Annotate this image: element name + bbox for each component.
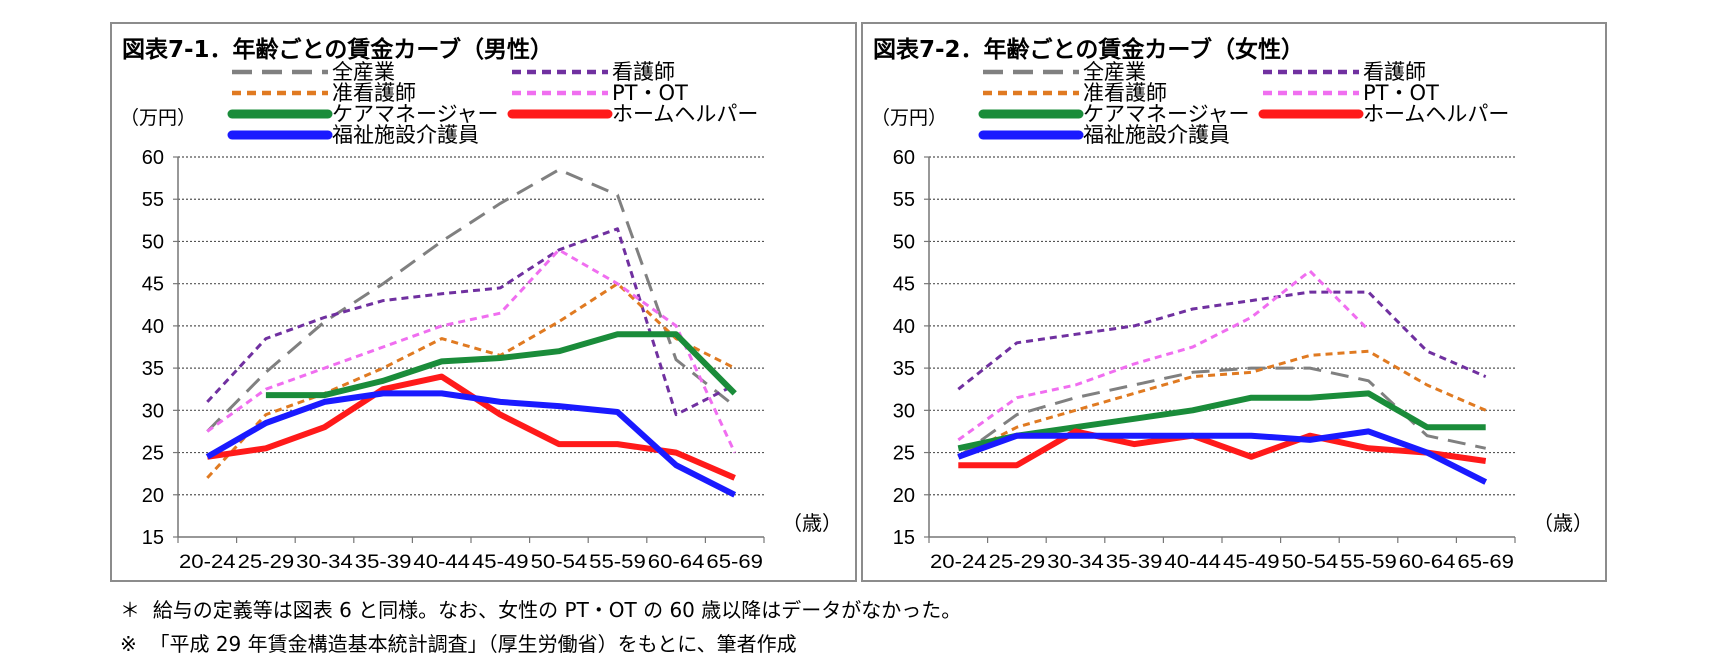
x-tick-label: 60-64	[648, 552, 705, 573]
y-tick-label: 15	[893, 527, 915, 549]
legend-label-pt-ot: PT・OT	[1363, 81, 1439, 105]
y-tick-label: 30	[142, 400, 164, 422]
y-tick-label: 50	[893, 231, 915, 253]
x-tick-label: 35-39	[355, 552, 412, 573]
chart-panel-female: 図表7-2．年齢ごとの賃金カーブ（女性） （万円） （歳） 15 20 25 30 35…	[861, 22, 1607, 582]
x-tick-label: 50-54	[531, 552, 588, 573]
y-tick-label: 40	[142, 316, 164, 338]
x-tick-label: 20-24	[179, 552, 236, 573]
legend-label-home-helper: ホームヘルパー	[612, 102, 758, 126]
y-tick-label: 55	[142, 189, 164, 211]
legend-label-nurse: 看護師	[1363, 60, 1426, 84]
y-tick-label: 60	[142, 147, 164, 169]
x-tick-label: 40-44	[413, 552, 470, 573]
legend-label-nurse: 看護師	[612, 60, 675, 84]
legend-label-all-industries: 全産業	[1083, 60, 1146, 84]
series-line-care-worker	[957, 428, 1488, 485]
x-axis-unit: （歳）	[782, 511, 842, 535]
x-tick-label: 35-39	[1106, 552, 1163, 573]
y-tick-label: 50	[142, 231, 164, 253]
x-tick-label: 65-69	[1457, 552, 1514, 573]
x-tick-label: 40-44	[1164, 552, 1221, 573]
chart-male: 図表7-1．年齢ごとの賃金カーブ（男性） （万円） （歳） 15 20 25 30 35…	[120, 36, 842, 573]
legend-label-care-worker: 福祉施設介護員	[1083, 123, 1230, 147]
y-tick-label: 35	[893, 358, 915, 380]
footnote-source: ※ 「平成 29 年賃金構造基本統計調査」（厚生労働省）をもとに、筆者作成	[120, 632, 797, 656]
x-tick-label: 60-64	[1399, 552, 1456, 573]
y-tick-label: 25	[142, 443, 164, 465]
x-tick-label: 50-54	[1282, 552, 1339, 573]
legend-label-care-manager: ケアマネージャー	[1083, 102, 1250, 126]
series-line-assistant-nurse	[957, 349, 1487, 459]
x-axis-unit: （歳）	[1533, 511, 1593, 535]
x-tick-label: 45-49	[1223, 552, 1280, 573]
series-line-home-helper	[206, 373, 736, 481]
y-tick-label: 15	[142, 527, 164, 549]
y-tick-label: 30	[893, 400, 915, 422]
legend-label-all-industries: 全産業	[332, 60, 395, 84]
y-tick-label: 40	[893, 316, 915, 338]
x-tick-label: 20-24	[930, 552, 987, 573]
x-tick-label: 45-49	[472, 552, 529, 573]
x-tick-label: 25-29	[238, 552, 295, 573]
chart-title: 図表7-1．年齢ごとの賃金カーブ（男性）	[122, 36, 553, 63]
y-axis-label: （万円）	[120, 107, 196, 129]
y-tick-label: 20	[142, 485, 164, 507]
x-tick-label: 55-59	[589, 552, 646, 573]
y-tick-label: 35	[142, 358, 164, 380]
chart-panel-male: 図表7-1．年齢ごとの賃金カーブ（男性） （万円） （歳） 15 20 25 30 35…	[110, 22, 857, 582]
y-tick-label: 20	[893, 485, 915, 507]
y-tick-label: 25	[893, 443, 915, 465]
series-line-home-helper	[958, 428, 1487, 469]
legend-label-pt-ot: PT・OT	[612, 81, 688, 105]
legend-label-care-manager: ケアマネージャー	[332, 102, 499, 126]
chart-title: 図表7-2．年齢ごとの賃金カーブ（女性）	[873, 36, 1304, 63]
series-line-care-manager	[265, 331, 737, 399]
x-tick-label: 30-34	[1047, 552, 1104, 573]
series-line-all-industries	[206, 168, 736, 433]
legend-label-care-worker: 福祉施設介護員	[332, 123, 479, 147]
footnote-definition: ＊ 給与の定義等は図表 6 と同様。なお、女性の PT・OT の 60 歳以降は…	[120, 598, 962, 622]
legend-label-assistant-nurse: 准看護師	[1083, 81, 1167, 105]
legend-label-home-helper: ホームヘルパー	[1363, 102, 1509, 126]
series-line-nurse	[957, 290, 1487, 391]
series-line-care-worker	[205, 390, 737, 498]
y-tick-label: 60	[893, 147, 915, 169]
y-tick-label: 45	[893, 274, 915, 296]
x-tick-label: 25-29	[989, 552, 1046, 573]
series-line-pt-ot	[206, 248, 737, 454]
y-tick-label: 45	[142, 274, 164, 296]
series-line-all-industries	[957, 366, 1487, 459]
y-axis-label: （万円）	[871, 107, 947, 129]
x-tick-label: 55-59	[1340, 552, 1397, 573]
legend-label-assistant-nurse: 准看護師	[332, 81, 416, 105]
series-line-nurse	[206, 227, 736, 417]
y-tick-label: 55	[893, 189, 915, 211]
x-tick-label: 65-69	[706, 552, 763, 573]
series-line-assistant-nurse	[206, 282, 736, 479]
series-line-care-manager	[957, 390, 1486, 452]
chart-female: 図表7-2．年齢ごとの賃金カーブ（女性） （万円） （歳） 15 20 25 30 35…	[871, 36, 1593, 573]
x-tick-label: 30-34	[296, 552, 353, 573]
